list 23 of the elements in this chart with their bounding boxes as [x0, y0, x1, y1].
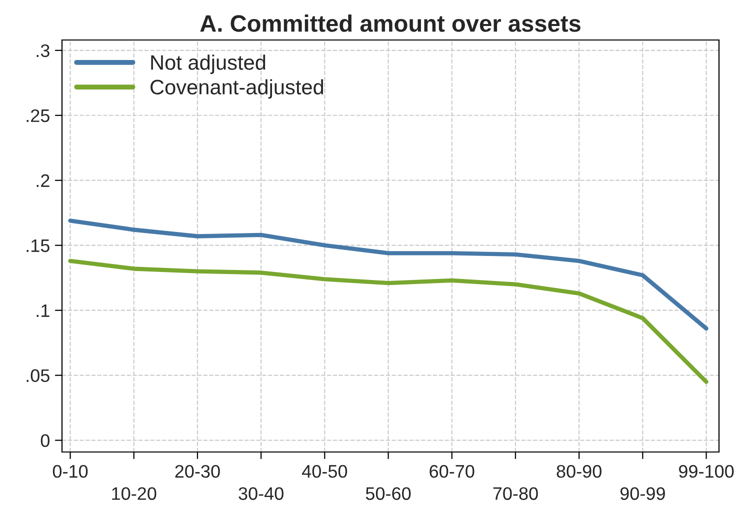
legend-label: Covenant-adjusted [150, 79, 324, 99]
x-tick-label: 40-50 [302, 464, 348, 478]
x-tick-label: 20-30 [175, 464, 220, 478]
x-tick-label: 99-100 [679, 464, 734, 478]
x-tick-label: 60-70 [430, 464, 474, 478]
x-tick-label: 10-20 [112, 487, 156, 500]
legend-label: Not adjusted [151, 54, 266, 74]
x-tick-label: 30-40 [238, 487, 284, 500]
y-tick-label: .25 [26, 109, 50, 122]
y-tick-label: .05 [26, 369, 50, 382]
line-series [68, 218, 708, 331]
x-tick-label: 70-80 [493, 487, 538, 500]
chart-title: A. Committed amount over assets [200, 14, 580, 32]
x-tick-label: 50-60 [366, 487, 411, 500]
x-tick-label: 0-10 [52, 464, 88, 478]
y-tick-label: .2 [36, 174, 50, 187]
x-tick-label: 80-90 [556, 464, 602, 478]
y-tick-label: .1 [36, 304, 50, 317]
y-tick-label: 0 [40, 434, 50, 448]
y-tick-label: .15 [26, 239, 50, 252]
y-tick-label: .3 [36, 44, 50, 58]
x-tick-label: 90-99 [620, 487, 665, 500]
line-series [68, 258, 708, 384]
